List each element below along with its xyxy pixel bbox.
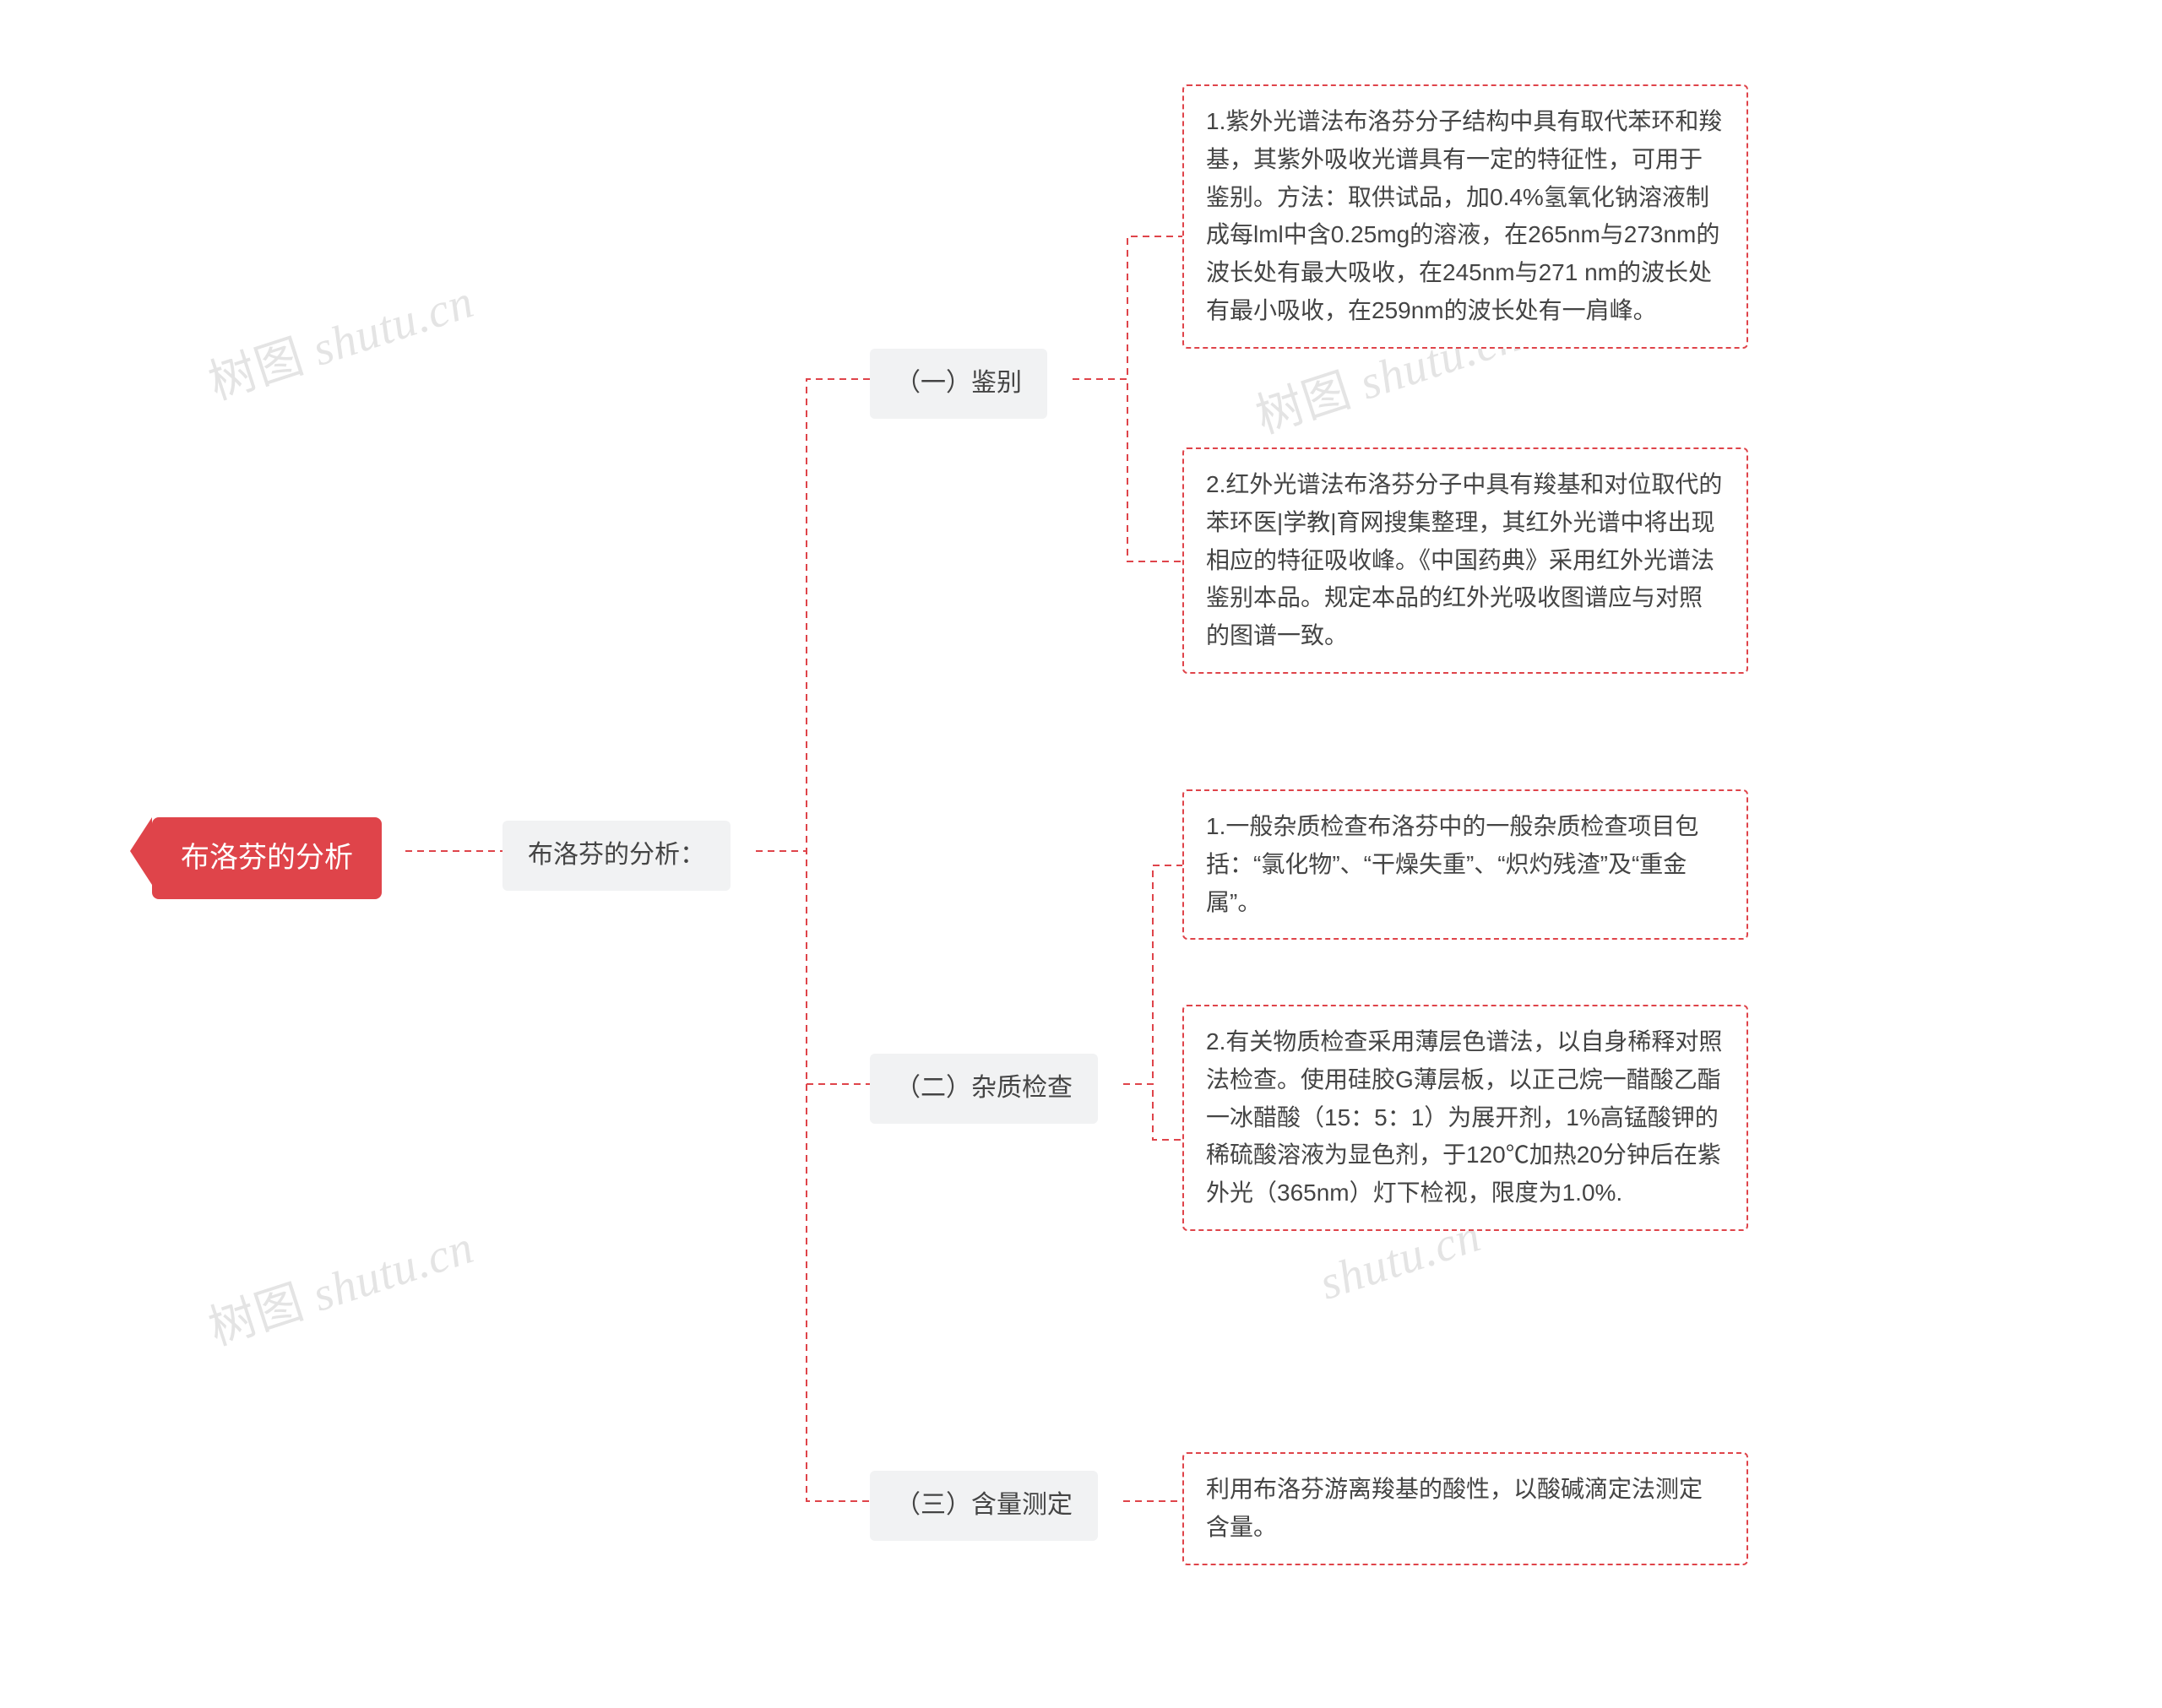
level1-node[interactable]: 布洛芬的分析： — [502, 821, 731, 891]
section-label: （一）鉴别 — [895, 369, 1022, 397]
leaf-text: 1.紫外光谱法布洛芬分子结构中具有取代苯环和羧基，其紫外吸收光谱具有一定的特征性… — [1206, 108, 1722, 323]
leaf-node[interactable]: 1.紫外光谱法布洛芬分子结构中具有取代苯环和羧基，其紫外吸收光谱具有一定的特征性… — [1182, 84, 1748, 349]
root-node[interactable]: 布洛芬的分析 — [152, 817, 382, 899]
section-label: （二）杂质检查 — [895, 1074, 1073, 1102]
watermark: 树图 shutu.cn — [198, 263, 481, 414]
watermark: 树图 shutu.cn — [198, 1209, 481, 1359]
section-label: （三）含量测定 — [895, 1491, 1073, 1519]
leaf-node[interactable]: 1.一般杂质检查布洛芬中的一般杂质检查项目包括：“氯化物”、“干燥失重”、“炽灼… — [1182, 789, 1748, 940]
root-label: 布洛芬的分析 — [181, 842, 353, 874]
leaf-node[interactable]: 2.红外光谱法布洛芬分子中具有羧基和对位取代的苯环医|学教|育网搜集整理，其红外… — [1182, 447, 1748, 674]
section-node-impurity[interactable]: （二）杂质检查 — [870, 1054, 1098, 1124]
leaf-text: 1.一般杂质检查布洛芬中的一般杂质检查项目包括：“氯化物”、“干燥失重”、“炽灼… — [1206, 813, 1698, 915]
leaf-text: 利用布洛芬游离羧基的酸性，以酸碱滴定法测定含量。 — [1206, 1476, 1703, 1540]
leaf-node[interactable]: 2.有关物质检查采用薄层色谱法，以自身稀释对照法检查。使用硅胶G薄层板，以正己烷… — [1182, 1005, 1748, 1231]
section-node-assay[interactable]: （三）含量测定 — [870, 1471, 1098, 1541]
leaf-text: 2.红外光谱法布洛芬分子中具有羧基和对位取代的苯环医|学教|育网搜集整理，其红外… — [1206, 471, 1722, 648]
section-node-identification[interactable]: （一）鉴别 — [870, 349, 1047, 419]
leaf-text: 2.有关物质检查采用薄层色谱法，以自身稀释对照法检查。使用硅胶G薄层板，以正己烷… — [1206, 1028, 1722, 1206]
level1-label: 布洛芬的分析： — [528, 841, 705, 869]
mindmap-canvas: 树图 shutu.cn 树图 shutu.cn 树图 shutu.cn shut… — [0, 0, 2162, 1708]
leaf-node[interactable]: 利用布洛芬游离羧基的酸性，以酸碱滴定法测定含量。 — [1182, 1452, 1748, 1565]
